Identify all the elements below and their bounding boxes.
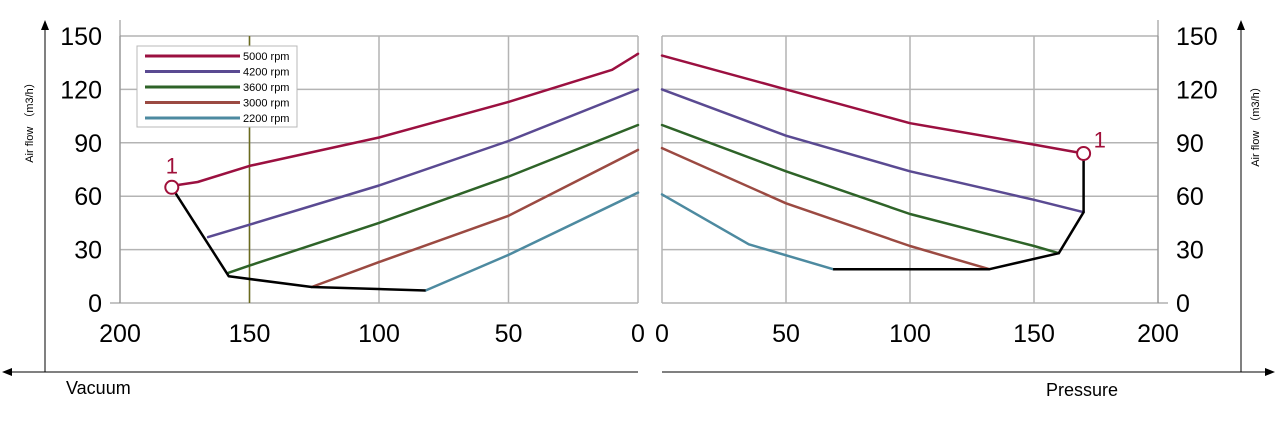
- vacuum-marker-label: 1: [166, 153, 178, 178]
- pressure-y-tick-label: 30: [1176, 237, 1204, 265]
- legend-label-4200-rpm: 4200 rpm: [243, 67, 289, 79]
- pressure-x-tick-label: 150: [1013, 320, 1055, 348]
- pressure-y-tick-label: 60: [1176, 183, 1204, 211]
- pressure-x-tick-label: 50: [772, 320, 800, 348]
- legend-label-2200-rpm: 2200 rpm: [243, 113, 289, 125]
- vacuum-marker-circle: [164, 179, 180, 195]
- vacuum-limit-line: [170, 186, 426, 292]
- vacuum-grid: [119, 35, 639, 304]
- pressure-series-3600-rpm: [660, 123, 1061, 255]
- outer-axes: [2, 20, 1275, 376]
- vacuum-series-2200-rpm: [424, 191, 640, 292]
- pressure-series-4200-rpm: [660, 88, 1085, 214]
- legend: 5000 rpm 4200 rpm 3600 rpm 3000 rpm 2200 rpm: [136, 45, 298, 128]
- right-y-axis-label: Air flow （m3/h）: [1249, 81, 1262, 167]
- pressure-y-tick-label: 0: [1176, 290, 1190, 318]
- vacuum-axis-arrow: [2, 368, 12, 376]
- vacuum-y-tick-label: 30: [74, 237, 102, 265]
- vacuum-x-tick-label: 150: [229, 320, 271, 348]
- pressure-marker-circle: [1076, 145, 1092, 161]
- vacuum-x-tick-label: 100: [358, 320, 400, 348]
- left-y-axis-label: Air flow （m3/h）: [23, 77, 36, 163]
- pressure-axis-arrow: [1265, 368, 1275, 376]
- vacuum-series-3000-rpm: [310, 148, 640, 289]
- pressure-y-tick-label: 150: [1176, 23, 1218, 51]
- vacuum-series-4200-rpm: [206, 88, 640, 239]
- vacuum-x-tick-label: 200: [99, 320, 141, 348]
- legend-label-5000-rpm: 5000 rpm: [243, 51, 289, 63]
- vacuum-x-tick-label: 50: [495, 320, 523, 348]
- pressure-series-5000-rpm: [660, 54, 1085, 155]
- pressure-panel: 0 50 100 150 200 150 120 90 60 30 0 1: [655, 20, 1218, 348]
- vacuum-y-tick-label: 150: [60, 23, 102, 51]
- vacuum-y-tick-label: 90: [74, 130, 102, 158]
- legend-label-3600-rpm: 3600 rpm: [243, 82, 289, 94]
- vacuum-label: Vacuum: [66, 378, 131, 398]
- left-axis-arrow: [41, 20, 49, 30]
- pressure-x-tick-label: 0: [655, 320, 669, 348]
- vacuum-y-tick-label: 0: [88, 290, 102, 318]
- legend-items: 5000 rpm 4200 rpm 3600 rpm 3000 rpm 2200 rpm: [145, 51, 289, 125]
- pressure-grid: [661, 35, 1159, 304]
- vacuum-y-tick-label: 60: [74, 183, 102, 211]
- pressure-y-tick-label: 120: [1176, 76, 1218, 104]
- vacuum-y-tick-label: 120: [60, 76, 102, 104]
- pressure-series-3000-rpm: [660, 146, 991, 271]
- vacuum-panel: 200 150 100 50 0 150 120 90 60 30 0 1: [60, 20, 645, 348]
- pressure-series-2200-rpm: [660, 193, 835, 271]
- legend-label-3000-rpm: 3000 rpm: [243, 98, 289, 110]
- right-axis-arrow: [1237, 20, 1245, 30]
- pressure-limit-line: [833, 153, 1085, 271]
- pressure-marker-label: 1: [1094, 127, 1106, 152]
- pressure-label: Pressure: [1046, 380, 1118, 400]
- pressure-x-tick-label: 200: [1137, 320, 1179, 348]
- pressure-x-tick-label: 100: [889, 320, 931, 348]
- vacuum-series-3600-rpm: [227, 123, 640, 274]
- pressure-y-tick-label: 90: [1176, 130, 1204, 158]
- vacuum-x-tick-label: 0: [631, 320, 645, 348]
- vacuum-series-5000-rpm: [173, 52, 640, 187]
